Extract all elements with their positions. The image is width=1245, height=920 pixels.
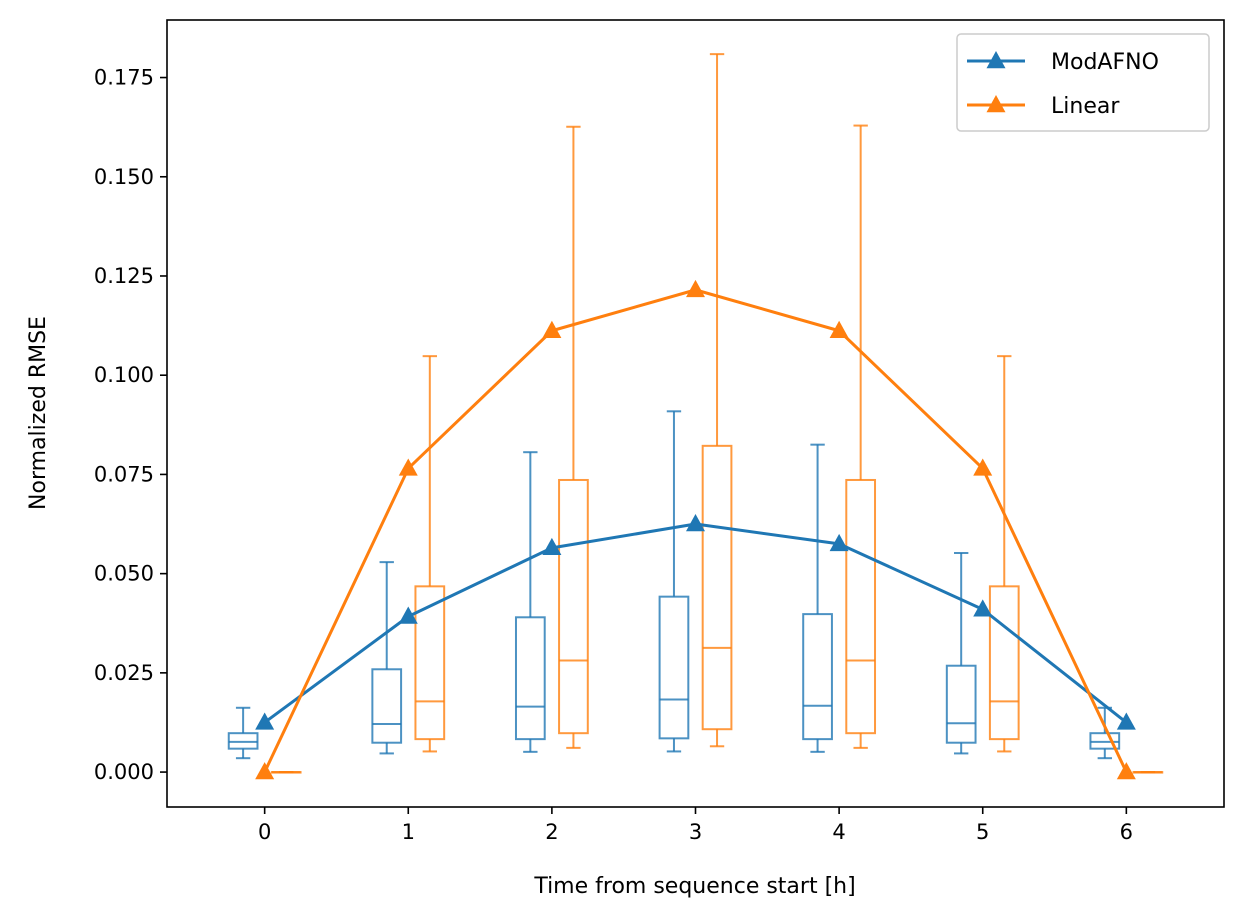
modafno-boxplot-5 <box>945 552 977 755</box>
iqr-box <box>802 613 833 741</box>
x-axis-label: Time from sequence start [h] <box>533 874 855 899</box>
linear-marker-2 <box>542 320 562 338</box>
modafno-marker-6 <box>1116 712 1136 730</box>
modafno-marker-0 <box>255 712 275 730</box>
y-tick-label-3: 0.075 <box>94 462 154 486</box>
modafno-boxplot-0 <box>227 706 259 760</box>
legend-linear-marker <box>986 95 1006 113</box>
iqr-box <box>845 478 877 735</box>
y-tick-label-6: 0.150 <box>94 165 154 189</box>
iqr-box <box>988 585 1020 741</box>
linear-boxplot-6 <box>1132 771 1164 774</box>
iqr-box <box>514 616 546 741</box>
linear-marker-6 <box>1116 762 1136 780</box>
linear-boxplot-1 <box>414 355 446 753</box>
modafno-boxplot-2 <box>514 451 546 753</box>
legend-modafno-label: ModAFNO <box>1051 50 1159 75</box>
x-tick-label-5: 5 <box>976 820 989 844</box>
modafno-marker-1 <box>398 606 418 624</box>
x-tick-label-3: 3 <box>689 820 702 844</box>
linear-marker-1 <box>398 458 418 476</box>
linear-boxplot-5 <box>988 355 1020 753</box>
linear-marker-0 <box>255 762 275 780</box>
iqr-box <box>658 595 690 740</box>
boxplot-layer <box>227 53 1164 774</box>
iqr-box <box>558 478 589 735</box>
iqr-box <box>701 444 733 731</box>
linear-boxplot-2 <box>558 125 589 749</box>
x-tick-label-1: 1 <box>402 820 415 844</box>
linear-boxplot-3 <box>701 53 733 748</box>
y-axis-label: Normalized RMSE <box>26 316 51 510</box>
x-tick-label-4: 4 <box>832 820 845 844</box>
iqr-box <box>414 585 446 741</box>
modafno-marker-5 <box>973 599 993 617</box>
modafno-boxplot-3 <box>658 410 690 753</box>
legend-linear-label: Linear <box>1051 94 1120 119</box>
y-tick-label-0: 0.000 <box>94 760 154 784</box>
modafno-boxplot-1 <box>371 561 403 755</box>
modafno-marker-4 <box>829 533 849 552</box>
linear-marker-5 <box>973 458 993 476</box>
iqr-box <box>371 668 403 744</box>
legend-modafno-marker <box>986 51 1006 69</box>
iqr-box <box>945 664 977 744</box>
x-tick-label-6: 6 <box>1120 820 1133 844</box>
y-tick-label-5: 0.125 <box>94 264 154 288</box>
y-tick-label-1: 0.025 <box>94 661 154 685</box>
legend: ModAFNO Linear <box>956 33 1210 132</box>
modafno-boxplot-4 <box>802 443 833 753</box>
modafno-marker-3 <box>686 514 705 532</box>
y-tick-label-4: 0.100 <box>94 363 154 387</box>
modafno-marker-2 <box>542 537 562 556</box>
y-tick-label-7: 0.175 <box>94 66 154 90</box>
x-axis: 0 1 2 3 4 5 6 <box>258 807 1133 844</box>
x-tick-label-0: 0 <box>258 820 271 844</box>
linear-marker-4 <box>829 320 849 338</box>
linear-boxplot-0 <box>270 771 302 774</box>
x-tick-label-2: 2 <box>545 820 558 844</box>
series-layer <box>255 279 1136 780</box>
linear-boxplot-4 <box>845 124 877 749</box>
legend-frame <box>956 33 1210 132</box>
y-axis: 0.000 0.025 0.050 0.075 0.100 0.125 0.150 0.175 <box>94 66 167 784</box>
y-tick-label-2: 0.050 <box>94 562 154 586</box>
linear-marker-3 <box>686 279 705 298</box>
